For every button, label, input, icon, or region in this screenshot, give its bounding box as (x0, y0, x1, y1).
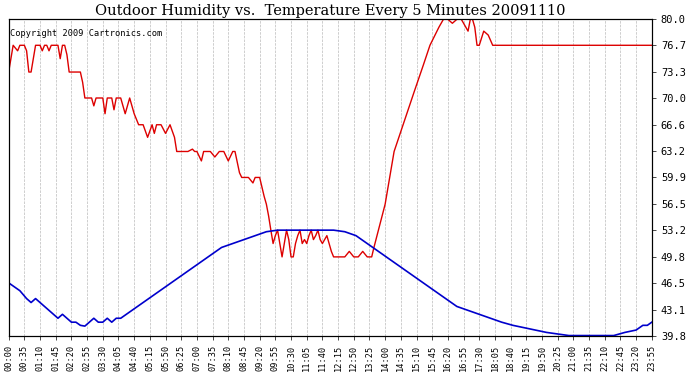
Text: Copyright 2009 Cartronics.com: Copyright 2009 Cartronics.com (10, 29, 162, 38)
Title: Outdoor Humidity vs.  Temperature Every 5 Minutes 20091110: Outdoor Humidity vs. Temperature Every 5… (95, 4, 566, 18)
